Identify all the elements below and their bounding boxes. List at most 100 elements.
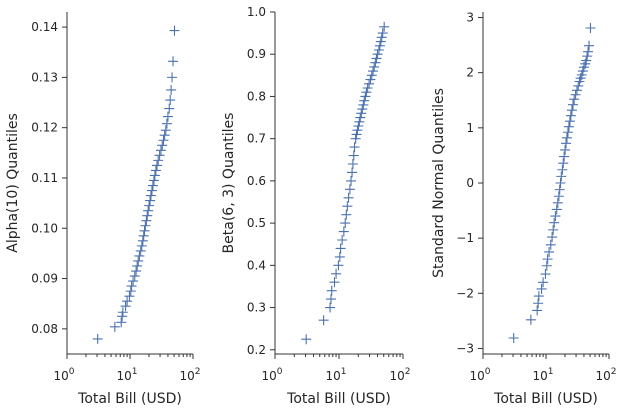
data-point: [155, 145, 166, 156]
data-point: [147, 180, 158, 191]
data-point: [325, 302, 336, 313]
data-point: [146, 185, 157, 196]
data-point: [538, 277, 549, 288]
y-tick-label: 0.4: [247, 258, 266, 272]
data-point: [556, 171, 567, 182]
data-point: [370, 57, 381, 68]
data-point: [141, 215, 152, 226]
data-point: [129, 271, 140, 282]
data-point: [347, 159, 358, 169]
data-point: [347, 167, 358, 178]
data-point: [525, 314, 536, 325]
data-point: [92, 333, 103, 344]
data-point: [570, 89, 581, 100]
data-point: [379, 21, 390, 32]
data-point: [553, 191, 564, 202]
x-tick-label: 100: [261, 367, 282, 383]
subplot-1: 0.08 0.09 0.10 0.11 0.12 0.13 0.14 100 101 102 Tot…: [5, 12, 201, 407]
data-point: [361, 87, 372, 98]
y-tick-label: 0.7: [247, 132, 266, 146]
data-point: [167, 72, 178, 83]
data-point: [566, 105, 577, 116]
y-tick-label: 0.3: [247, 301, 266, 315]
data-point: [562, 127, 573, 138]
data-point: [561, 138, 572, 149]
data-point: [561, 132, 572, 143]
data-point: [148, 175, 159, 186]
data-point: [145, 195, 156, 206]
y-tick-label: 0.10: [31, 221, 58, 235]
data-point: [583, 46, 594, 57]
data-point: [162, 111, 173, 122]
data-point: [547, 232, 558, 243]
y-tick-label: 0: [466, 176, 474, 190]
data-point: [301, 334, 312, 345]
data-point: [158, 135, 169, 146]
data-point: [573, 80, 584, 91]
y-axis-title: Standard Normal Quantiles: [431, 88, 447, 278]
data-point: [582, 51, 593, 62]
data-point: [545, 239, 556, 250]
data-point: [318, 315, 329, 326]
data-point: [143, 205, 154, 216]
data-point: [166, 84, 177, 95]
data-point: [376, 32, 387, 43]
y-tick-label: 0.09: [31, 272, 58, 286]
data-point: [145, 190, 156, 201]
data-point: [334, 251, 345, 262]
y-tick-label: 0.12: [31, 121, 58, 135]
data-point: [120, 301, 131, 312]
data-point: [549, 217, 560, 228]
data-point: [326, 294, 337, 305]
data-point: [122, 296, 133, 307]
y-tick-label: 0.13: [31, 70, 58, 84]
x-tick-label: 102: [179, 367, 200, 383]
data-point: [560, 144, 571, 155]
data-point: [117, 307, 128, 318]
data-point: [128, 276, 139, 287]
y-tick-label: 0.8: [247, 89, 266, 103]
data-point: [351, 129, 362, 140]
data-point: [374, 40, 385, 51]
data-point: [150, 165, 161, 176]
data-point: [555, 178, 566, 188]
data-point: [354, 116, 365, 127]
data-point: [116, 317, 127, 328]
y-tick-label: 0.14: [31, 20, 58, 34]
data-point: [342, 201, 353, 212]
x-tick-label: 100: [53, 367, 74, 383]
data-point: [126, 281, 137, 292]
data-point: [125, 286, 136, 297]
data-point: [164, 103, 175, 114]
data-point: [144, 200, 155, 211]
y-tick-label: −2: [456, 286, 474, 300]
data-point: [366, 70, 377, 81]
data-point: [571, 85, 582, 96]
data-point: [349, 142, 360, 153]
data-point: [326, 285, 337, 296]
data-point: [149, 170, 160, 181]
subplot-3: −3 −2 −1 0 1 2 3 100 101 102 Total Bill (USD) Stand…: [431, 11, 617, 407]
data-point: [558, 158, 569, 169]
data-point: [344, 184, 355, 195]
y-tick-label: −1: [456, 231, 474, 245]
data-point: [124, 291, 135, 302]
data-point: [533, 298, 544, 309]
data-point: [551, 204, 562, 215]
data-point: [352, 125, 363, 136]
data-point: [585, 22, 596, 33]
x-tick-label: 102: [595, 367, 616, 383]
data-point: [153, 155, 164, 166]
data-point: [159, 130, 170, 141]
data-point: [131, 266, 142, 277]
data-point: [559, 151, 570, 162]
data-point: [541, 260, 552, 271]
y-tick-label: 0.2: [247, 343, 266, 357]
data-point: [373, 45, 384, 55]
x-tick-label: 101: [116, 367, 137, 383]
data-point: [548, 224, 559, 235]
data-point: [565, 110, 576, 121]
data-point: [117, 311, 128, 322]
data-point: [536, 283, 547, 294]
data-point: [563, 121, 574, 132]
